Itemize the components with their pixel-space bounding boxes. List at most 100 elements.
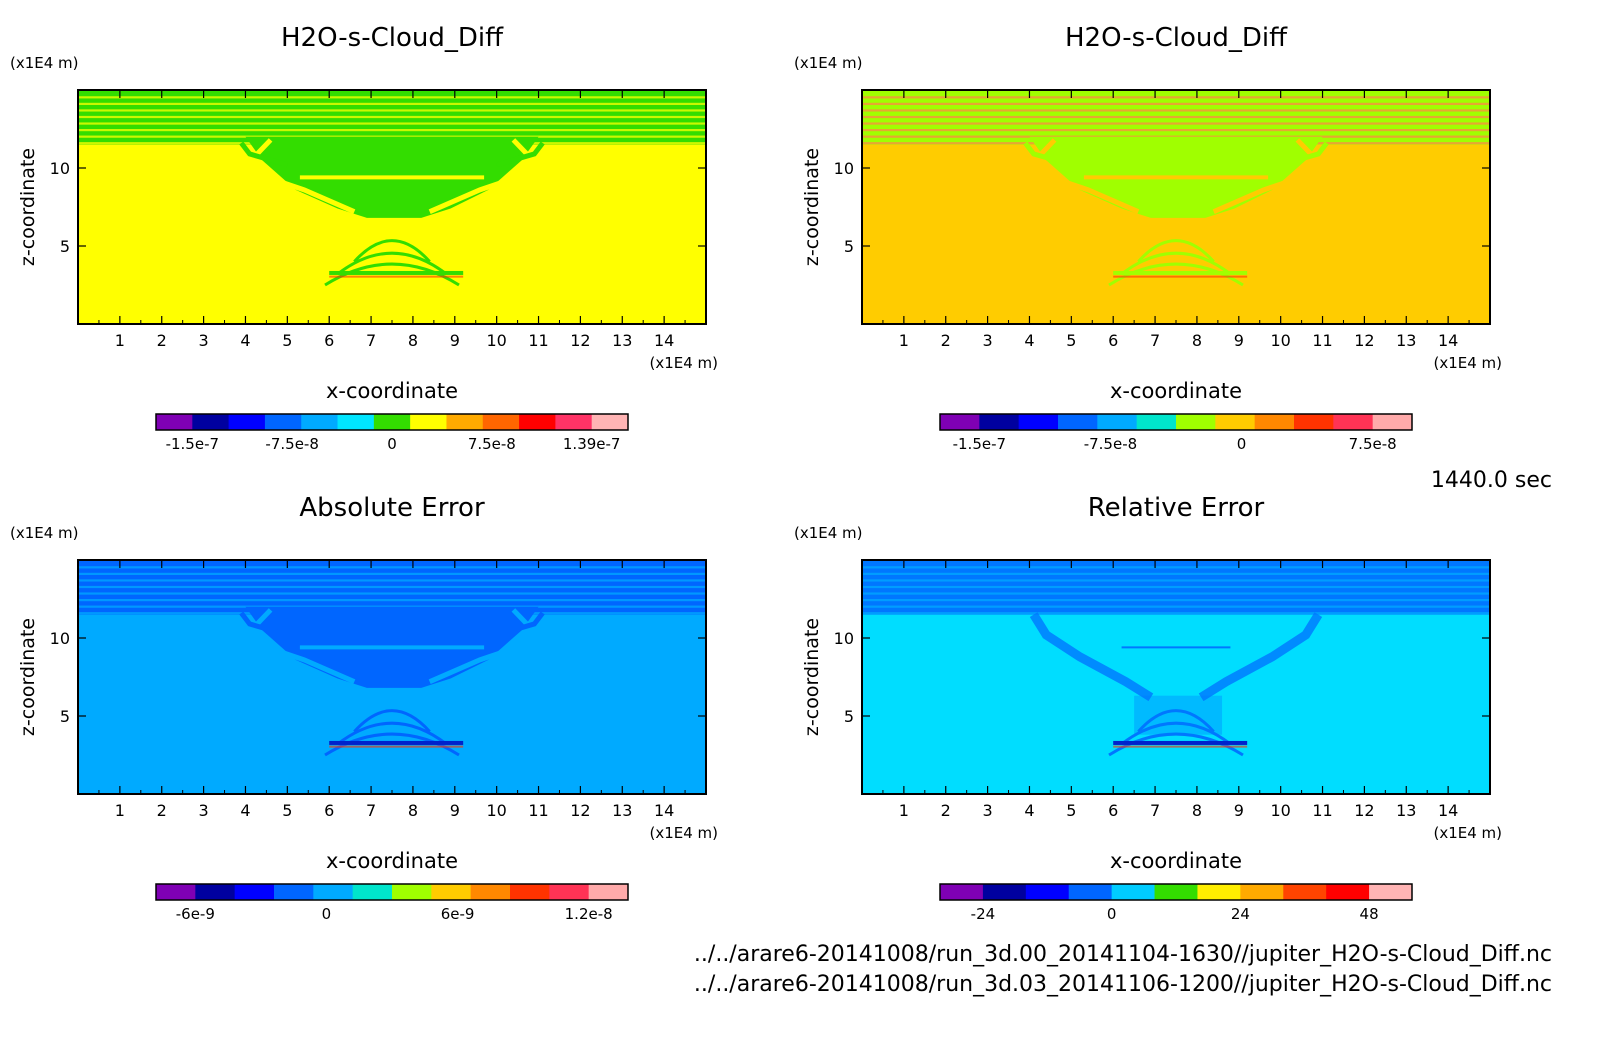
colorbar-swatch: [195, 884, 236, 900]
x-tick-label: 9: [1234, 331, 1244, 350]
colorbar-swatch: [482, 414, 520, 430]
colorbar-swatch: [192, 414, 230, 430]
layer-stripe: [78, 129, 706, 132]
colorbar-label: 0: [322, 905, 332, 923]
colorbar-swatch: [470, 884, 511, 900]
colorbar-label: 1.39e-7: [563, 435, 621, 453]
colorbar-swatch: [446, 414, 484, 430]
colorbar-swatch: [1111, 884, 1156, 900]
colorbar-swatch: [337, 414, 375, 430]
colorbar-swatch: [1176, 414, 1216, 430]
chart-title: Relative Error: [1088, 493, 1265, 523]
x-tick-label: 5: [282, 331, 292, 350]
colorbar-swatch: [940, 884, 984, 900]
colorbar-swatch: [1097, 414, 1138, 430]
y-axis-label: z-coordinate: [17, 148, 39, 266]
bowl-edge-left: [1023, 141, 1073, 168]
z-tick-label: 5: [60, 707, 70, 726]
x-tick-label: 1: [115, 331, 125, 350]
layer-stripe: [862, 96, 1490, 99]
colorbar-swatch: [1294, 414, 1334, 430]
x-tick-label: 2: [157, 801, 167, 820]
chart-title: Absolute Error: [299, 493, 485, 523]
x-tick-label: 12: [570, 801, 590, 820]
x-tick-label: 11: [528, 331, 548, 350]
layer-stripe: [78, 122, 706, 125]
colorbar-swatch: [352, 884, 393, 900]
base-spot-band: [1113, 275, 1248, 278]
colorbar-swatch: [313, 884, 354, 900]
colorbar-swatch: [555, 414, 593, 430]
z-tick-label: 10: [834, 629, 854, 648]
x-tick-label: 14: [654, 331, 674, 350]
x-tick-label: 9: [450, 331, 460, 350]
layer-stripe: [78, 96, 706, 99]
colorbar-frame: [155, 413, 629, 431]
z-unit-label: (x1E4 m): [794, 54, 863, 72]
colorbar-swatch: [979, 414, 1020, 430]
layer-stripe: [78, 572, 706, 575]
lower-arch: [1120, 251, 1232, 276]
colorbar-swatch: [1369, 884, 1413, 900]
lower-arch: [353, 709, 431, 733]
base-band: [1113, 270, 1248, 275]
colorbar-swatch: [1240, 884, 1284, 900]
layer-stripe: [78, 579, 706, 582]
colorbar-frame: [939, 883, 1413, 901]
y-axis-label: z-coordinate: [801, 618, 823, 736]
layer-stripe: [862, 585, 1490, 589]
x-tick-label: 3: [983, 801, 993, 820]
x-axis-label: x-coordinate: [1110, 849, 1242, 873]
base-band: [329, 270, 464, 275]
x-tick-label: 2: [157, 331, 167, 350]
x-tick-label: 6: [324, 331, 334, 350]
layer-stripe: [862, 572, 1490, 575]
colorbar-label: 48: [1360, 905, 1379, 923]
layer-stripe: [862, 599, 1490, 602]
colorbar-swatch: [1254, 414, 1295, 430]
z-tick-label: 10: [834, 159, 854, 178]
colorbar-swatch: [1333, 414, 1374, 430]
colorbar-swatch: [1326, 884, 1370, 900]
layer-stripe: [78, 109, 706, 112]
colorbar-swatch: [234, 884, 275, 900]
file-path-1: ../../arare6-20141008/run_3d.00_20141104…: [693, 942, 1552, 967]
x-tick-label: 10: [1270, 331, 1290, 350]
colorbar-swatch: [1283, 884, 1327, 900]
layer-stripe: [78, 592, 706, 595]
colorbar-swatch: [588, 884, 629, 900]
colorbar-label: -1.5e-7: [166, 435, 219, 453]
x-tick-label: 11: [528, 801, 548, 820]
x-tick-label: 14: [654, 801, 674, 820]
bowl-edge-right: [495, 611, 545, 638]
bowl-edge-right: [495, 141, 545, 168]
x-tick-label: 9: [450, 801, 460, 820]
colorbar-label: 7.5e-8: [1349, 435, 1397, 453]
colorbar-label: 24: [1231, 905, 1250, 923]
heatmap-field: [78, 560, 706, 794]
colorbar-swatch: [274, 884, 314, 900]
x-tick-label: 10: [1270, 801, 1290, 820]
x-tick-label: 5: [1066, 801, 1076, 820]
lower-arch: [336, 251, 448, 276]
x-tick-label: 13: [612, 331, 632, 350]
x-tick-label: 7: [366, 331, 376, 350]
colorbar-label: -7.5e-8: [1084, 435, 1137, 453]
z-tick-label: 5: [844, 707, 854, 726]
chart-title: H2O-s-Cloud_Diff: [1065, 23, 1288, 53]
x-unit-label: (x1E4 m): [649, 824, 718, 842]
colorbar-frame: [939, 413, 1413, 431]
z-tick-label: 5: [844, 237, 854, 256]
base-spot-band: [329, 745, 464, 748]
colorbar-label: -6e-9: [176, 905, 215, 923]
arm-right: [1198, 612, 1323, 702]
heatmap-field: [862, 560, 1490, 794]
colorbar-swatch: [982, 884, 1027, 900]
colorbar-swatch: [156, 414, 193, 430]
x-tick-label: 3: [199, 801, 209, 820]
colorbar-swatch: [431, 884, 472, 900]
chart-title: H2O-s-Cloud_Diff: [281, 23, 504, 53]
colorbar-label: 7.5e-8: [468, 435, 516, 453]
x-tick-label: 12: [570, 331, 590, 350]
